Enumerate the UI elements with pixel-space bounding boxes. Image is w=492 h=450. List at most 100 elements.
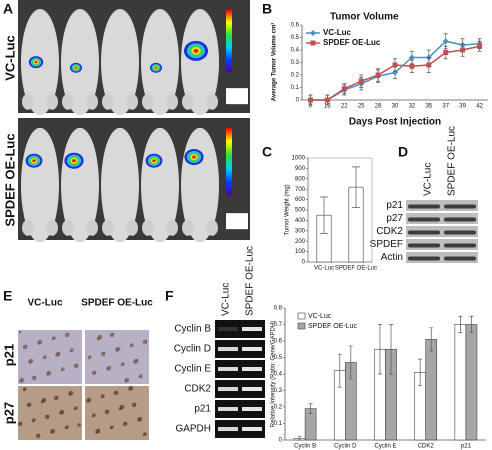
ihc-stain: [70, 348, 74, 352]
ihc-stain: [86, 397, 92, 403]
blot-band: [408, 230, 440, 235]
gel-lane: [215, 400, 265, 418]
gel-band: [218, 427, 238, 431]
ihc-stain: [19, 421, 23, 425]
y-tick-label: 0: [279, 438, 283, 444]
color-bar: [226, 10, 232, 73]
error-bar: [458, 315, 463, 334]
panel-letter: C: [262, 144, 272, 160]
x-tick-label: 25: [358, 104, 365, 110]
row-label: CDK2: [376, 226, 403, 237]
gel-band: [242, 367, 262, 371]
y-tick-label: 0.1: [274, 421, 283, 427]
error-bar: [377, 324, 382, 375]
color-bar-info: [226, 213, 248, 230]
panel-letter: A: [3, 1, 13, 17]
y-tick-label: 0.4: [291, 48, 300, 54]
blot-strip: [406, 213, 478, 224]
mouse-leg: [126, 219, 138, 236]
error-bar: [348, 345, 353, 380]
ihc-stain: [52, 336, 56, 340]
mouse-leg: [86, 219, 98, 236]
y-tick-label: 300: [295, 228, 306, 234]
ihc-stain: [133, 402, 137, 406]
panel-letter: B: [262, 1, 272, 17]
gel-band: [242, 427, 262, 431]
blot-band: [408, 256, 440, 261]
gel-band: [218, 387, 238, 391]
gel-band: [242, 387, 262, 391]
ihc-stain: [75, 363, 79, 367]
blot-strip: [406, 200, 478, 211]
ihc-stain: [50, 428, 56, 434]
marker: [358, 78, 364, 84]
row-label: p27: [386, 213, 403, 224]
y-tick-label: 0.3: [274, 388, 283, 394]
row-label: GAPDH: [175, 424, 211, 435]
ihc-stain: [65, 425, 69, 429]
x-tick-label: 37: [442, 104, 449, 110]
ihc-stain: [74, 406, 78, 410]
y-tick-label: 0.5: [274, 355, 283, 361]
ihc-stain: [46, 414, 50, 418]
ihc-stain: [43, 355, 47, 359]
panel-letter: F: [165, 288, 174, 304]
y-tick-label: 800: [295, 176, 306, 182]
y-tick-label: 0: [296, 98, 300, 104]
error-bar: [469, 315, 474, 334]
marker: [341, 86, 347, 92]
ihc-stain: [111, 332, 115, 336]
blot-band: [444, 256, 476, 261]
column-label: SPDEF OE-Luc: [447, 126, 458, 196]
x-tick-label: 22: [341, 104, 348, 110]
chart-title: Tumor Volume: [330, 12, 399, 23]
x-tick-label: Cyclin D: [334, 444, 357, 450]
y-tick-label: 0.6: [291, 23, 300, 29]
marker: [477, 43, 483, 49]
ihc-stain: [28, 358, 34, 364]
ihc-stain: [137, 416, 143, 422]
signal-blob: [74, 66, 78, 69]
ihc-stain: [121, 362, 125, 366]
x-tick-label: 0: [309, 104, 313, 110]
mouse-leg: [142, 93, 154, 110]
x-axis-label: Days Post Injection: [349, 117, 441, 128]
row-label: Cyclin B: [174, 324, 211, 335]
row-label: p21: [386, 200, 403, 211]
signal-blob: [32, 159, 36, 163]
gel-lane: [215, 340, 265, 358]
y-tick-label: 400: [295, 218, 306, 224]
y-tick-label: 700: [295, 187, 306, 193]
ihc-stain: [23, 387, 27, 391]
ihc-stain: [61, 367, 65, 371]
ihc-stain: [37, 433, 41, 437]
x-tick-label: 28: [375, 104, 382, 110]
y-axis-label: Tumor Weight (mg): [285, 184, 291, 235]
marker: [442, 38, 449, 45]
color-bar: [226, 128, 232, 196]
gel-lane: [215, 360, 265, 378]
gel-band: [218, 347, 238, 351]
gel-band: [242, 347, 262, 351]
x-tick-label: p21: [461, 444, 472, 450]
ihc-image: [85, 330, 149, 384]
ihc-stain: [28, 402, 32, 406]
row-label: p21: [1, 344, 16, 366]
x-tick-label: 35: [425, 104, 432, 110]
marker: [426, 62, 432, 68]
x-tick-label: Cyclin E: [374, 444, 396, 450]
y-tick-label: 0.2: [274, 405, 283, 411]
ihc-stain: [88, 355, 92, 359]
ihc-stain: [115, 346, 121, 352]
bar: [465, 324, 478, 441]
row-label: CDK2: [184, 384, 211, 395]
blot-strip: [406, 239, 478, 250]
mouse-leg: [166, 219, 178, 236]
mouse-leg: [46, 219, 58, 236]
y-tick-label: 0: [302, 260, 306, 266]
error-bar: [297, 436, 302, 441]
column-label: VC-Luc: [221, 283, 232, 316]
gel-band: [242, 327, 262, 331]
column-label: SPDEF OE-Luc: [245, 246, 256, 316]
